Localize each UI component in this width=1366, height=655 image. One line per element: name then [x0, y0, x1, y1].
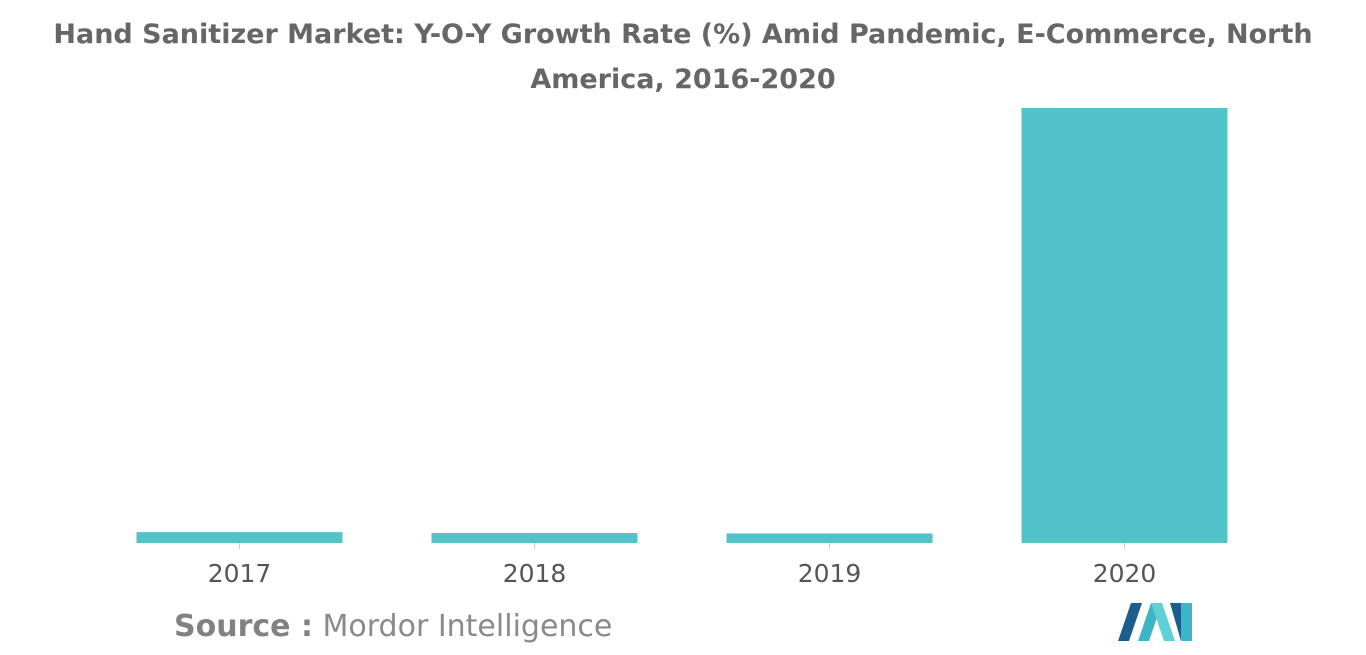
source-value: Mordor Intelligence [322, 609, 613, 644]
source-label: Source : [174, 609, 313, 644]
bar-2019 [726, 533, 933, 543]
x-tick-label-2018: 2018 [503, 559, 567, 588]
logo-diagonal-stroke [1151, 603, 1175, 641]
source-attribution: Source : Mordor Intelligence [174, 606, 612, 648]
bars [136, 108, 1228, 543]
x-tick-label-2019: 2019 [798, 559, 862, 588]
x-axis-tick-labels: 2017 2018 2019 2020 [208, 559, 1157, 588]
logo-right-bar [1181, 603, 1192, 641]
mordor-intelligence-logo-icon [1118, 603, 1192, 641]
bar-chart: 2017 2018 2019 2020 [136, 108, 1228, 588]
bar-2018 [431, 532, 638, 543]
bar-2017 [136, 532, 343, 543]
chart-title: Hand Sanitizer Market: Y-O-Y Growth Rate… [53, 19, 1313, 95]
bar-2020 [1021, 108, 1228, 543]
logo-left-stroke [1118, 603, 1142, 641]
x-tick-label-2017: 2017 [208, 559, 272, 588]
x-tick-label-2020: 2020 [1093, 559, 1157, 588]
x-axis-ticks [239, 543, 1125, 549]
